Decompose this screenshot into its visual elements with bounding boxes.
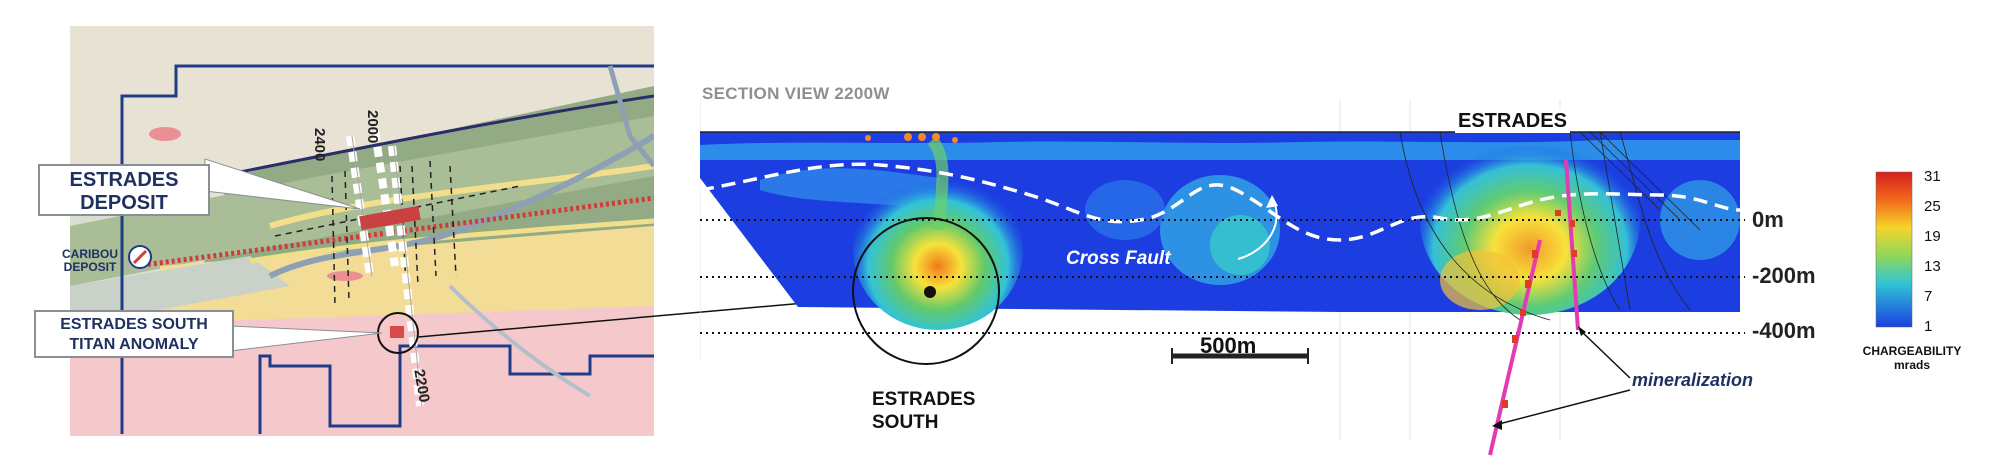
legend-tick-1: 1 [1924,318,1933,335]
estrades-south-label-line1: ESTRADES [872,389,976,410]
plan-map-graphic [70,26,656,436]
caribou-label-line2: DEPOSIT [63,260,117,274]
legend-tick-31: 31 [1924,168,1941,185]
chargeability-legend: 31 25 19 13 7 1 CHARGEABILITY mrads [1860,164,2000,384]
estrades-south-label-line2: SOUTH [872,412,939,433]
estrades-section-label: ESTRADES [1455,110,1570,133]
legend-tick-19: 19 [1924,228,1941,245]
estrades-deposit-callout-line2: DEPOSIT [80,192,168,214]
estrades-deposit-callout-line1: ESTRADES [69,169,179,191]
caribou-deposit-label: CARIBOU DEPOSIT [48,248,132,274]
estrades-south-callout: ESTRADES SOUTH TITAN ANOMALY [34,310,234,358]
mineralization-label: mineralization [1632,370,1754,390]
depth-label-200m: -200m [1752,263,1816,288]
legend-title-line1: CHARGEABILITY [1862,344,1962,358]
estrades-south-callout-line2: TITAN ANOMALY [69,336,199,353]
depth-label-0m: 0m [1752,207,1784,232]
estrades-south-label: ESTRADES SOUTH [872,388,975,434]
legend-title-line2: mrads [1893,358,1931,372]
scale-bar-label: 500m [1200,333,1257,358]
legend-tick-25: 25 [1924,198,1941,215]
legend-colorbar [1875,171,1913,328]
estrades-south-callout-line1: ESTRADES SOUTH [60,316,208,333]
plan-map [70,26,656,436]
cross-fault-label: Cross Fault [1066,248,1171,269]
caribou-label-line1: CARIBOU [62,247,118,261]
section-view-graphic [699,80,1745,456]
depth-label-400m: -400m [1752,318,1816,343]
section-title: SECTION VIEW 2200W [702,84,890,103]
section-view [699,80,1750,463]
legend-tick-7: 7 [1924,288,1933,305]
legend-title: CHARGEABILITY mrads [1854,344,1970,372]
estrades-deposit-callout: ESTRADES DEPOSIT [38,164,210,216]
legend-tick-13: 13 [1924,258,1941,275]
